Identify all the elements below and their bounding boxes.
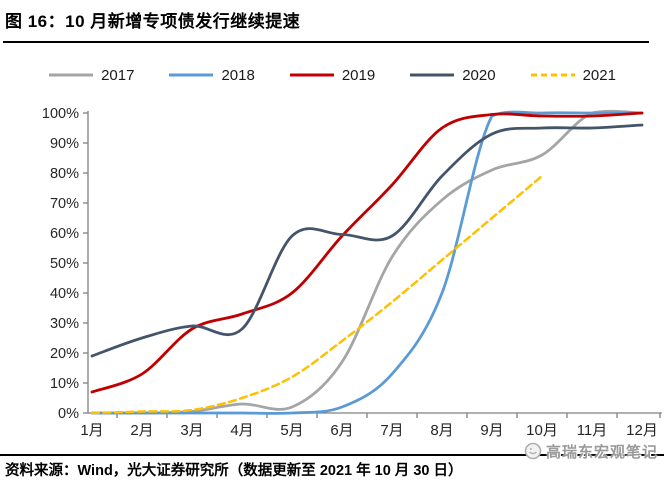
- x-tick-label: 2月: [130, 422, 153, 439]
- x-tick-label: 3月: [180, 422, 203, 439]
- y-tick-label: 60%: [50, 226, 79, 242]
- y-tick-label: 90%: [50, 136, 79, 152]
- legend-item-2018: 2018: [168, 66, 255, 84]
- y-tick-label: 80%: [50, 166, 79, 182]
- series-line-2019: [90, 111, 644, 394]
- x-tick-label: 8月: [430, 422, 453, 439]
- legend-label: 2017: [101, 66, 135, 84]
- legend-item-2019: 2019: [289, 67, 375, 84]
- y-tick-label: 10%: [50, 376, 79, 392]
- x-tick-label: 1月: [80, 422, 103, 439]
- x-tick-label: 10月: [526, 422, 558, 439]
- chart-legend: 2017 2018 2019 2020 2021: [0, 63, 664, 87]
- watermark-text: 高瑞东宏观笔记: [545, 443, 658, 461]
- x-tick-label: 6月: [330, 422, 353, 439]
- y-tick-label: 100%: [42, 106, 79, 122]
- x-tick-label: 7月: [380, 422, 403, 439]
- legend-line-sample: [289, 73, 334, 77]
- legend-line-sample: [410, 73, 455, 77]
- circle-logo-icon: [524, 442, 542, 460]
- legend-label: 2019: [341, 66, 376, 84]
- legend-line-sample: [49, 73, 94, 77]
- y-tick-label: 40%: [50, 286, 79, 302]
- series-line-2020: [90, 123, 644, 358]
- legend-line-sample: [169, 73, 214, 77]
- x-tick-label: 9月: [480, 422, 503, 439]
- series-line-2017: [90, 109, 644, 415]
- series-line-2018: [90, 110, 644, 415]
- x-tick-label: 4月: [230, 422, 253, 439]
- title-divider: [3, 41, 649, 43]
- legend-item-2021: 2021: [530, 67, 616, 84]
- legend-item-2020: 2020: [409, 66, 496, 84]
- y-tick-label: 50%: [50, 256, 79, 272]
- y-tick-label: 0%: [58, 406, 79, 422]
- series-line-2021: [90, 174, 544, 415]
- legend-line-sample: [530, 73, 575, 77]
- source-note: 资料来源：Wind，光大证券研究所（数据更新至 2021 年 10 月 30 日…: [5, 463, 463, 479]
- y-tick-label: 20%: [50, 346, 79, 362]
- legend-label: 2021: [582, 66, 616, 84]
- watermark: 高瑞东宏观笔记: [524, 440, 658, 462]
- legend-label: 2020: [462, 66, 496, 84]
- legend-label: 2018: [221, 66, 255, 84]
- figure-title: 图 16：10 月新增专项债发行继续提速: [5, 12, 301, 31]
- footer-divider: [0, 454, 664, 456]
- y-tick-label: 70%: [50, 196, 79, 212]
- x-tick-label: 11月: [577, 422, 608, 439]
- legend-item-2017: 2017: [48, 67, 134, 84]
- x-tick-label: 5月: [280, 422, 303, 439]
- y-tick-label: 30%: [50, 316, 79, 332]
- x-tick-label: 12月: [626, 422, 658, 439]
